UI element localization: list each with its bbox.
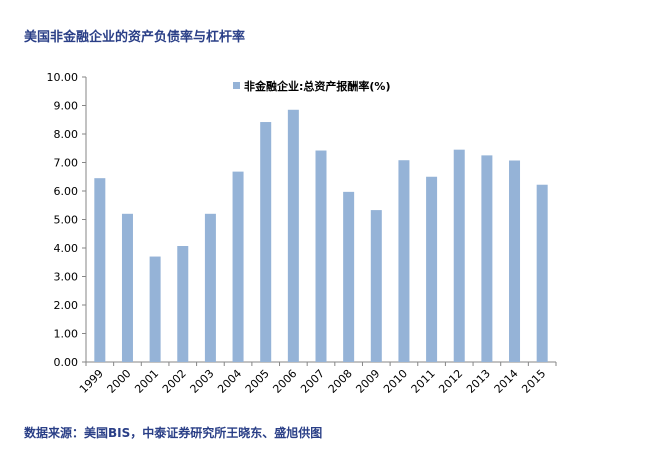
bar-2004: [232, 171, 244, 362]
bar-2005: [260, 122, 272, 362]
bar-2009: [370, 210, 382, 362]
x-tick-label: 2006: [270, 367, 299, 396]
x-tick-label: 1999: [77, 367, 106, 396]
bar-2007: [315, 150, 327, 362]
y-tick-label: 9.00: [54, 100, 79, 113]
bar-1999: [94, 178, 106, 362]
bar-2011: [426, 176, 438, 362]
y-tick-label: 1.00: [54, 328, 79, 341]
bar-2002: [177, 246, 189, 362]
bar-2012: [453, 149, 465, 362]
legend-label: 非金融企业:总资产报酬率(%): [244, 79, 390, 93]
x-tick-label: 2000: [105, 367, 134, 396]
y-tick-labels: 0.00 1.00 2.00 3.00 4.00 5.00 6.00 7.00 8.00 9.00…: [47, 71, 79, 369]
x-tick-label: 2005: [243, 367, 272, 396]
bar-2008: [343, 191, 355, 362]
x-tick-label: 2010: [381, 367, 410, 396]
x-tick-label: 2015: [519, 367, 548, 396]
y-tick-label: 2.00: [54, 299, 79, 312]
x-tick-label: 2003: [188, 367, 217, 396]
y-tick-label: 10.00: [47, 71, 79, 84]
bars: [94, 109, 548, 363]
bar-2014: [509, 160, 521, 362]
x-tick-label: 2011: [409, 367, 438, 396]
bar-2003: [204, 213, 216, 362]
bar-2013: [481, 155, 493, 362]
bar-2015: [536, 184, 548, 362]
x-tick-label: 2001: [132, 367, 161, 396]
bar-2000: [121, 213, 133, 362]
x-tick-labels: 1999200020012002200320042005200620072008…: [77, 367, 548, 396]
y-tick-label: 5.00: [54, 214, 79, 227]
bar-2001: [149, 256, 161, 362]
y-tick-label: 7.00: [54, 157, 79, 170]
y-tick-label: 0.00: [54, 356, 79, 369]
x-tick-label: 2002: [160, 367, 189, 396]
y-tick-label: 4.00: [54, 242, 79, 255]
x-tick-label: 2014: [492, 367, 521, 396]
x-tick-label: 2008: [326, 367, 355, 396]
x-tick-label: 2009: [353, 367, 382, 396]
legend-swatch: [233, 82, 240, 89]
legend: 非金融企业:总资产报酬率(%): [233, 79, 390, 93]
x-tick-label: 2013: [464, 367, 493, 396]
data-source: 数据来源：美国BIS，中泰证券研究所王晓东、盛旭供图: [24, 426, 323, 440]
bar-2006: [287, 109, 299, 363]
y-tick-label: 8.00: [54, 128, 79, 141]
bar-2010: [398, 160, 410, 362]
x-tick-label: 2012: [436, 367, 465, 396]
y-tick-label: 3.00: [54, 271, 79, 284]
x-tick-label: 2004: [215, 367, 244, 396]
x-tick-label: 2007: [298, 367, 327, 396]
y-tick-label: 6.00: [54, 185, 79, 198]
chart-title: 美国非金融企业的资产负债率与杠杆率: [24, 30, 246, 45]
